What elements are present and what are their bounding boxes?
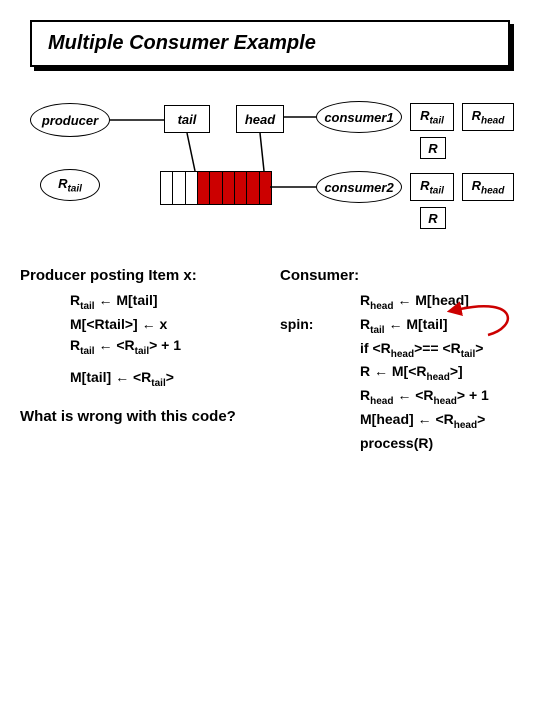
consumer-code: Consumer: Rhead ← M[head] spin: Rtail ← … — [280, 267, 520, 454]
consumer1-oval: consumer1 — [316, 101, 402, 133]
consumer-line: R ← M[<Rhead>] — [280, 361, 520, 385]
queue-slot — [247, 172, 259, 204]
title-box: Multiple Consumer Example — [30, 20, 510, 67]
queue-slot — [223, 172, 235, 204]
queue-slot — [186, 172, 198, 204]
rtail-c1-label: Rtail — [420, 108, 444, 127]
queue-slot — [198, 172, 210, 204]
head-box: head — [236, 105, 284, 133]
consumer-heading: Consumer: — [280, 267, 520, 284]
head-label: head — [245, 112, 275, 127]
code-area: Producer posting Item x: Rtail ← M[tail]… — [20, 267, 520, 454]
producer-label: producer — [42, 113, 98, 128]
queue-slot — [210, 172, 222, 204]
rhead-c1-label: Rhead — [472, 108, 505, 127]
rhead-c2-box: Rhead — [462, 173, 514, 201]
consumer-line: process(R) — [280, 433, 520, 454]
queue — [160, 171, 272, 205]
consumer-line: M[head] ← <Rhead> — [280, 409, 520, 433]
r-c2-box: R — [420, 207, 446, 229]
consumer2-oval: consumer2 — [316, 171, 402, 203]
diagram-area: producer Rtail tail head consumer1 Rtail… — [20, 91, 520, 261]
producer-line: M[tail] ← <Rtail> — [20, 367, 260, 391]
tail-label: tail — [178, 112, 197, 127]
queue-slot — [173, 172, 185, 204]
producer-code: Producer posting Item x: Rtail ← M[tail]… — [20, 267, 260, 454]
r-c2-label: R — [428, 211, 437, 226]
rtail-left-label: Rtail — [58, 176, 82, 195]
consumer-line: if <Rhead>== <Rtail> — [280, 338, 520, 362]
consumer1-label: consumer1 — [324, 110, 393, 125]
consumer-line: spin: Rtail ← M[tail] — [280, 314, 520, 338]
r-c1-label: R — [428, 141, 437, 156]
tail-box: tail — [164, 105, 210, 133]
r-c1-box: R — [420, 137, 446, 159]
rhead-c1-box: Rhead — [462, 103, 514, 131]
producer-line: Rtail ← M[tail] — [20, 290, 260, 314]
producer-heading: Producer posting Item x: — [20, 267, 260, 284]
rtail-left-oval: Rtail — [40, 169, 100, 201]
queue-slot — [235, 172, 247, 204]
producer-oval: producer — [30, 103, 110, 137]
spin-label: spin: — [280, 314, 360, 338]
consumer-line: Rhead ← <Rhead> + 1 — [280, 385, 520, 409]
queue-slot — [260, 172, 271, 204]
page-title: Multiple Consumer Example — [48, 32, 492, 55]
producer-line: Rtail ← <Rtail> + 1 — [20, 335, 260, 359]
rtail-c2-label: Rtail — [420, 178, 444, 197]
producer-line: M[<Rtail>] ← x — [20, 314, 260, 335]
rhead-c2-label: Rhead — [472, 178, 505, 197]
queue-slot — [161, 172, 173, 204]
consumer-line: Rhead ← M[head] — [280, 290, 520, 314]
consumer2-label: consumer2 — [324, 180, 393, 195]
question-text: What is wrong with this code? — [20, 408, 260, 425]
rtail-c2-box: Rtail — [410, 173, 454, 201]
rtail-c1-box: Rtail — [410, 103, 454, 131]
